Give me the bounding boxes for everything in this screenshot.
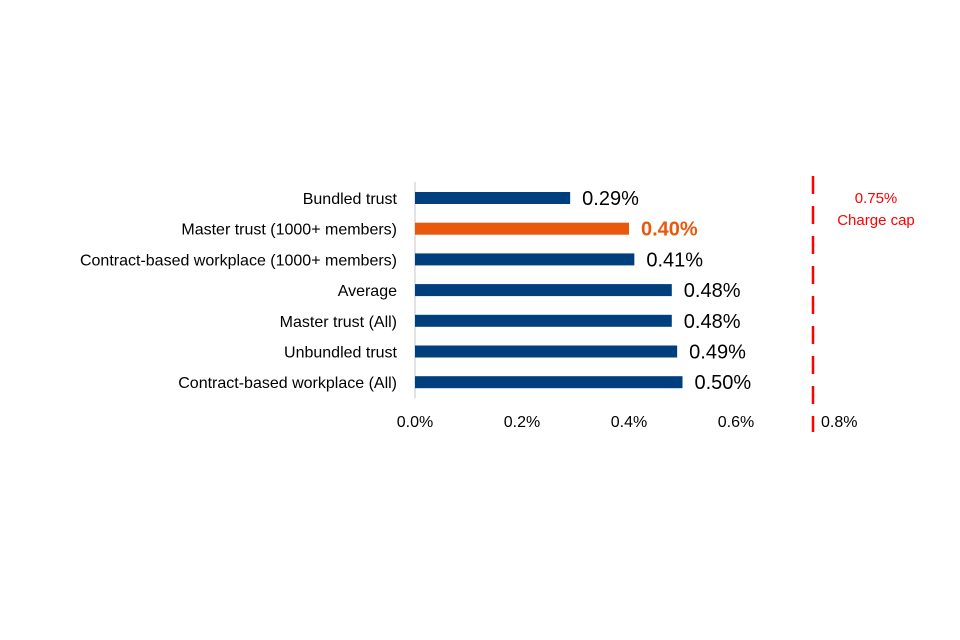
category-label: Bundled trust bbox=[303, 191, 398, 208]
category-label: Master trust (1000+ members) bbox=[181, 222, 397, 239]
value-label: 0.49% bbox=[689, 342, 746, 364]
bars-group bbox=[415, 192, 683, 389]
bar bbox=[415, 376, 683, 389]
charge-cap-label: 0.75% bbox=[855, 190, 898, 207]
bar bbox=[415, 284, 672, 297]
x-tick-label: 0.2% bbox=[504, 414, 540, 431]
x-tick-label: 0.4% bbox=[611, 414, 647, 431]
category-label: Contract-based workplace (1000+ members) bbox=[80, 252, 397, 269]
value-label: 0.48% bbox=[684, 280, 741, 302]
x-tick-label: 0.6% bbox=[718, 414, 754, 431]
bar bbox=[415, 345, 678, 358]
bar bbox=[415, 192, 571, 204]
charge-cap-line-group: 0.75% Charge cap bbox=[811, 176, 915, 432]
value-labels-group: 0.29%0.40% 0.41% 0.48% 0.48% 0.49% 0.50% bbox=[582, 188, 751, 394]
category-label: Unbundled trust bbox=[284, 345, 398, 362]
value-label: 0.50% bbox=[695, 372, 752, 394]
charge-cap-label: Charge cap bbox=[837, 212, 915, 229]
x-tick-labels-group: 0.0% 0.2% 0.4% 0.6% 0.8% bbox=[397, 414, 858, 431]
value-label: 0.29% bbox=[582, 188, 639, 210]
category-labels-group: Bundled trust Master trust (1000+ members… bbox=[80, 191, 398, 392]
bar bbox=[415, 253, 635, 266]
value-label: 0.41% bbox=[646, 249, 703, 271]
x-tick-label: 0.8% bbox=[821, 414, 857, 431]
category-label: Master trust (All) bbox=[280, 314, 397, 331]
category-label: Contract-based workplace (All) bbox=[178, 375, 397, 392]
bar bbox=[415, 314, 672, 327]
value-label: 0.48% bbox=[684, 311, 741, 333]
value-label: 0.40% bbox=[641, 219, 698, 241]
x-tick-label: 0.0% bbox=[397, 414, 433, 431]
category-label: Average bbox=[338, 283, 397, 300]
bar bbox=[415, 222, 629, 235]
